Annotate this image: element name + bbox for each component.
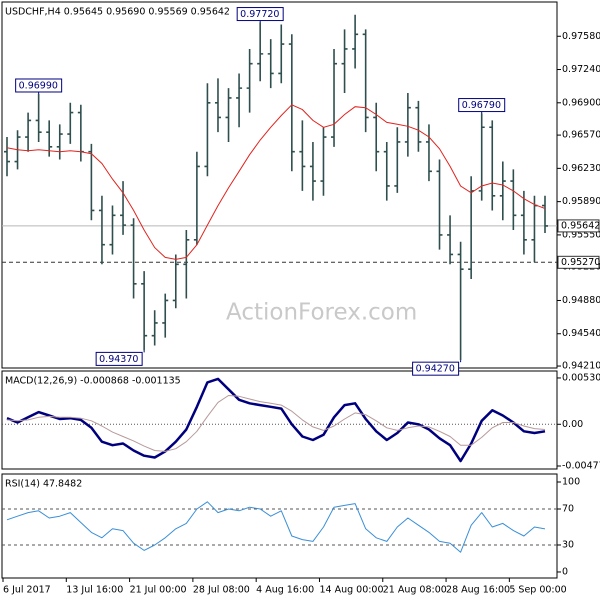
ohlc-bar <box>288 34 295 172</box>
y-tick-label: 0.95550 <box>562 229 600 240</box>
ohlc-bar <box>204 83 211 177</box>
ohlc-bar <box>362 29 369 133</box>
ohlc-bar <box>457 241 464 361</box>
ohlc-bar <box>214 78 221 133</box>
ohlc-bar <box>56 124 63 160</box>
y-tick-label: -0.004777 <box>562 461 600 472</box>
annotation-label: 0.97720 <box>240 9 279 20</box>
ohlc-bar <box>352 14 359 69</box>
annotation-label: 0.96790 <box>462 100 501 111</box>
ohlc-bar <box>162 293 169 338</box>
ohlc-bar <box>436 159 443 250</box>
ohlc-bar <box>447 215 454 265</box>
x-tick-label: 13 Jul 16:00 <box>66 585 123 596</box>
annotation-box <box>95 351 143 366</box>
ohlc-bar <box>520 190 527 255</box>
ohlc-bar <box>499 161 506 221</box>
ohlc-bar <box>404 93 411 157</box>
annotation-box <box>15 78 63 93</box>
ohlc-bar <box>542 195 548 233</box>
x-tick-label: 6 Jul 2017 <box>3 585 51 596</box>
y-tick-label: 70 <box>562 503 574 514</box>
ohlc-bar <box>246 48 253 113</box>
ohlc-bar <box>88 143 95 221</box>
price-label-box <box>557 255 600 269</box>
y-tick-label: 0.96900 <box>562 97 600 108</box>
macd-panel <box>1 370 558 470</box>
ohlc-bar <box>35 93 42 142</box>
ohlc-bar <box>120 181 127 235</box>
y-tick-label: 0.95890 <box>562 196 600 207</box>
price-label-box <box>557 219 600 233</box>
y-tick-label: 100 <box>562 477 580 488</box>
moving-average <box>6 104 546 260</box>
ohlc-bar <box>130 218 137 299</box>
ohlc-bar <box>320 127 327 196</box>
annotation-label: 0.94370 <box>99 354 138 365</box>
ohlc-bar <box>25 112 32 152</box>
ohlc-bar <box>236 73 243 128</box>
x-tick-label: 28 Aug 16:00 <box>446 585 510 596</box>
price-label: 0.95642 <box>561 220 600 231</box>
indicator-line <box>6 501 546 553</box>
watermark: ActionForex.com <box>226 300 417 326</box>
annotation-box <box>236 7 284 22</box>
y-tick-label: 0.00 <box>562 419 583 430</box>
ohlc-bar <box>394 127 401 193</box>
panel-title: MACD(12,26,9) -0.000868 -0.001135 <box>5 376 181 387</box>
x-tick-label: 5 Sep 00:00 <box>509 585 566 596</box>
x-tick-label: 28 Jul 08:00 <box>193 585 250 596</box>
ohlc-bar <box>299 120 306 191</box>
ohlc-bar <box>489 120 496 211</box>
y-tick-label: 0.005303 <box>562 372 600 383</box>
ohlc-bar <box>425 124 432 182</box>
indicator-line <box>6 377 546 463</box>
annotation-box <box>412 361 460 376</box>
ohlc-bar <box>109 205 116 255</box>
ohlc-bar <box>341 29 348 94</box>
price-panel <box>1 1 558 369</box>
y-tick-label: 0.94210 <box>562 361 600 372</box>
y-tick-label: 0.96570 <box>562 130 600 141</box>
x-tick-label: 14 Aug 00:00 <box>319 585 383 596</box>
ohlc-bar <box>383 141 390 201</box>
ohlc-bar <box>141 271 148 351</box>
ohlc-bar <box>67 102 74 144</box>
ohlc-bar <box>309 141 316 201</box>
price-label: 0.95270 <box>561 257 600 268</box>
ohlc-bar <box>331 48 338 147</box>
y-tick-label: 0.94540 <box>562 328 600 339</box>
ohlc-bar <box>98 195 105 265</box>
ohlc-bar <box>278 24 285 84</box>
ohlc-bar <box>510 169 517 231</box>
panel-title: USDCHF,H4 0.95645 0.95690 0.95569 0.9564… <box>5 7 230 18</box>
ohlc-bar <box>172 254 179 309</box>
ohlc-bar <box>151 310 158 346</box>
x-tick-label: 4 Aug 16:00 <box>256 585 314 596</box>
x-tick-label: 21 Jul 00:00 <box>130 585 187 596</box>
y-tick-label: 0.96230 <box>562 163 600 174</box>
ohlc-bar <box>267 39 274 89</box>
y-tick-label: 0.97240 <box>562 64 600 75</box>
ohlc-bar <box>183 230 190 299</box>
ohlc-bar <box>193 151 200 245</box>
annotation-box <box>458 98 506 113</box>
y-tick-label: 0.94880 <box>562 295 600 306</box>
x-tick-label: 21 Aug 08:00 <box>383 585 447 596</box>
ohlc-bar <box>4 137 10 177</box>
ohlc-bar <box>225 88 232 142</box>
ohlc-bar <box>257 22 264 82</box>
annotation-label: 0.96990 <box>19 80 58 91</box>
rsi-panel <box>1 473 558 579</box>
y-tick-label: 0.97580 <box>562 31 600 42</box>
annotation-label: 0.94270 <box>416 364 455 375</box>
ohlc-bar <box>415 100 422 152</box>
y-tick-label: 30 <box>562 539 574 550</box>
y-tick-label: 0 <box>562 566 568 577</box>
indicator-line <box>6 395 546 452</box>
panel-title: RSI(14) 47.8482 <box>5 479 82 490</box>
